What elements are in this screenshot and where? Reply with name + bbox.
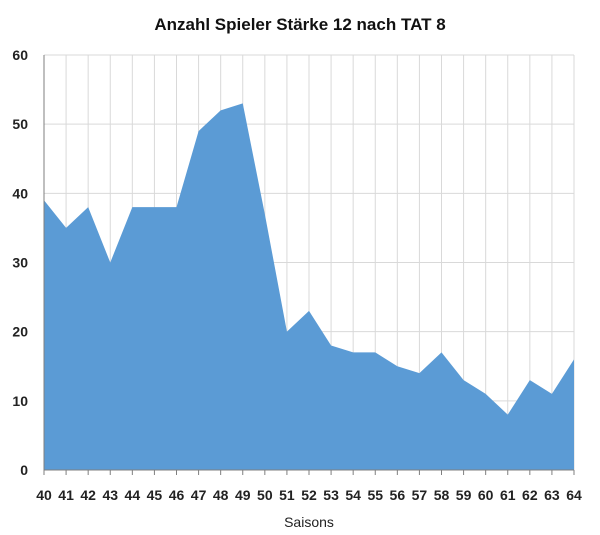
x-tick-label: 40 xyxy=(36,487,52,503)
y-tick-label: 0 xyxy=(20,462,28,478)
x-axis-ticks: 40 41 42 43 44 45 46 47 48 49 50 51 52 53 54 55 56 57 58 59… xyxy=(36,487,582,503)
x-tick-label: 62 xyxy=(522,487,538,503)
x-tick-label: 42 xyxy=(80,487,96,503)
x-tick-label: 54 xyxy=(345,487,361,503)
y-tick-label: 10 xyxy=(12,393,28,409)
axes xyxy=(43,55,575,475)
y-tick-label: 60 xyxy=(12,47,28,63)
x-tick-label: 43 xyxy=(102,487,118,503)
x-tick-label: 55 xyxy=(367,487,383,503)
x-tick-label: 44 xyxy=(125,487,141,503)
plot-area xyxy=(44,103,574,471)
chart-title: Anzahl Spieler Stärke 12 nach TAT 8 xyxy=(154,15,445,34)
x-tick-label: 52 xyxy=(301,487,317,503)
x-tick-label: 45 xyxy=(147,487,163,503)
x-tick-label: 47 xyxy=(191,487,207,503)
x-tick-label: 53 xyxy=(323,487,339,503)
series-area xyxy=(44,103,574,471)
x-tick-label: 64 xyxy=(566,487,582,503)
y-tick-label: 30 xyxy=(12,255,28,271)
x-tick-label: 57 xyxy=(412,487,428,503)
y-tick-label: 40 xyxy=(12,185,28,201)
x-tick-label: 61 xyxy=(500,487,516,503)
y-tick-label: 20 xyxy=(12,324,28,340)
x-tick-label: 63 xyxy=(544,487,560,503)
x-tick-label: 58 xyxy=(434,487,450,503)
x-tick-label: 51 xyxy=(279,487,295,503)
x-tick-label: 49 xyxy=(235,487,251,503)
y-axis-ticks: 0 10 20 30 40 50 60 xyxy=(12,47,28,478)
x-tick-label: 48 xyxy=(213,487,229,503)
x-tick-label: 56 xyxy=(390,487,406,503)
x-tick-label: 50 xyxy=(257,487,273,503)
x-axis-label: Saisons xyxy=(284,514,334,530)
y-tick-label: 50 xyxy=(12,116,28,132)
x-tick-label: 41 xyxy=(58,487,74,503)
x-tick-label: 46 xyxy=(169,487,185,503)
x-tick-label: 59 xyxy=(456,487,472,503)
x-tick-label: 60 xyxy=(478,487,494,503)
